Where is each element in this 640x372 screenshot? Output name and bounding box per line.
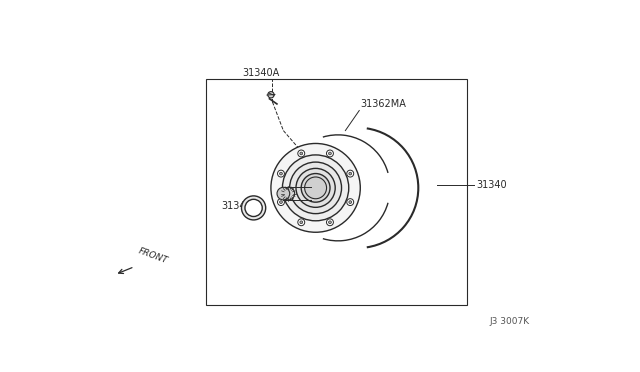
Text: 31340A: 31340A bbox=[243, 68, 280, 78]
Ellipse shape bbox=[282, 187, 294, 200]
Ellipse shape bbox=[326, 219, 333, 226]
Ellipse shape bbox=[278, 170, 284, 177]
Ellipse shape bbox=[301, 173, 330, 202]
Ellipse shape bbox=[326, 150, 333, 157]
Ellipse shape bbox=[347, 199, 354, 206]
Text: 31344: 31344 bbox=[221, 202, 252, 211]
Ellipse shape bbox=[296, 169, 335, 207]
Ellipse shape bbox=[328, 221, 332, 224]
Ellipse shape bbox=[268, 92, 274, 98]
Ellipse shape bbox=[290, 162, 342, 214]
Text: 31362MA: 31362MA bbox=[360, 99, 406, 109]
Ellipse shape bbox=[349, 172, 351, 175]
Ellipse shape bbox=[245, 199, 262, 217]
Ellipse shape bbox=[298, 150, 305, 157]
Ellipse shape bbox=[280, 172, 282, 175]
Ellipse shape bbox=[305, 177, 326, 199]
Ellipse shape bbox=[349, 201, 351, 203]
Text: FRONT: FRONT bbox=[137, 247, 169, 266]
Ellipse shape bbox=[280, 201, 282, 203]
Ellipse shape bbox=[347, 170, 354, 177]
Ellipse shape bbox=[300, 152, 303, 155]
Ellipse shape bbox=[277, 187, 290, 200]
Text: J3 3007K: J3 3007K bbox=[489, 317, 529, 326]
Ellipse shape bbox=[282, 155, 349, 221]
Text: 31340: 31340 bbox=[477, 180, 508, 190]
Ellipse shape bbox=[271, 144, 360, 232]
Ellipse shape bbox=[300, 221, 303, 224]
Ellipse shape bbox=[298, 219, 305, 226]
Ellipse shape bbox=[278, 199, 284, 206]
Ellipse shape bbox=[328, 152, 332, 155]
Ellipse shape bbox=[241, 196, 266, 220]
Bar bbox=[207, 79, 467, 305]
